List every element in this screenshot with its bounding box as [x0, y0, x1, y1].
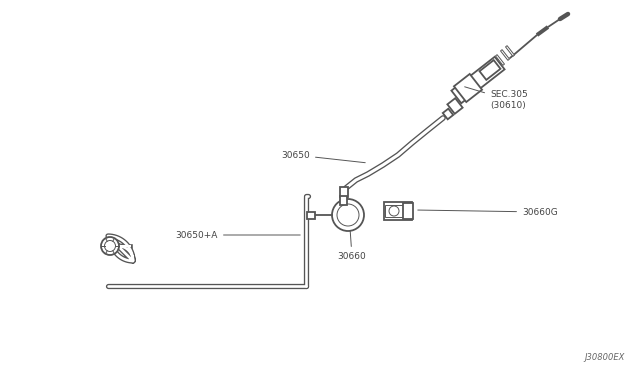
Polygon shape — [340, 187, 348, 197]
Polygon shape — [479, 60, 500, 80]
Polygon shape — [340, 196, 348, 205]
Circle shape — [104, 241, 115, 251]
Text: 30650+A: 30650+A — [175, 231, 300, 240]
Text: SEC.305
(30610): SEC.305 (30610) — [465, 87, 528, 110]
Polygon shape — [307, 212, 315, 218]
Circle shape — [101, 237, 119, 255]
Polygon shape — [506, 46, 515, 56]
Circle shape — [389, 206, 399, 216]
Polygon shape — [495, 55, 504, 65]
Text: 30660G: 30660G — [418, 208, 557, 217]
Circle shape — [332, 199, 364, 231]
Polygon shape — [447, 98, 463, 114]
Text: 30650: 30650 — [281, 151, 365, 163]
Polygon shape — [443, 109, 453, 119]
Polygon shape — [342, 197, 346, 203]
Polygon shape — [500, 49, 509, 60]
Polygon shape — [403, 203, 413, 219]
Text: 30660: 30660 — [338, 231, 366, 261]
Circle shape — [337, 204, 359, 226]
Polygon shape — [385, 205, 403, 217]
Polygon shape — [454, 74, 482, 102]
Text: J30800EX: J30800EX — [584, 353, 625, 362]
Polygon shape — [451, 57, 504, 103]
Polygon shape — [384, 202, 412, 220]
